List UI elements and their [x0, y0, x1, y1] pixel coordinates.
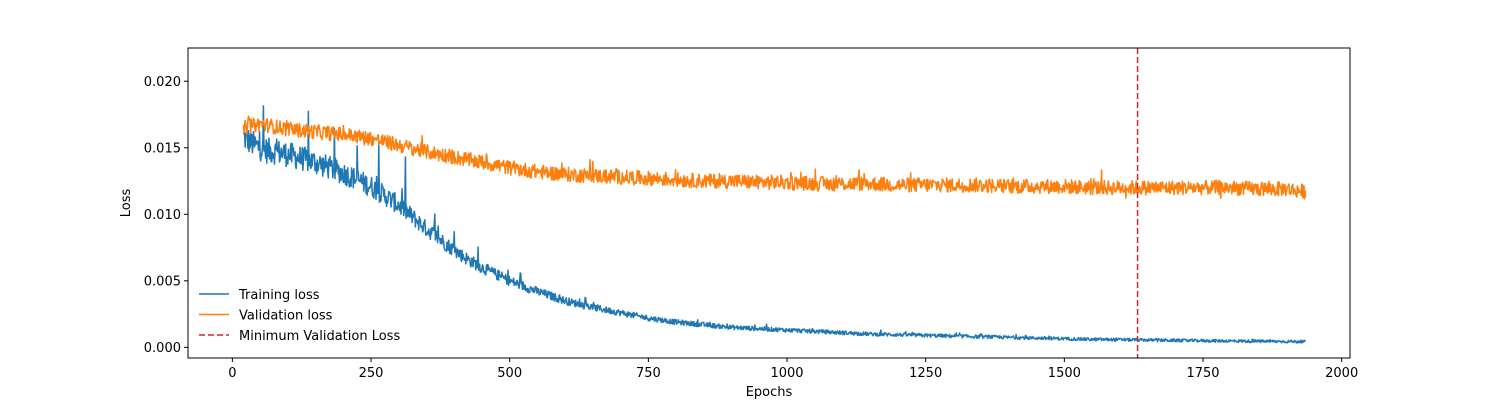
y-axis-title: Loss: [119, 189, 134, 218]
x-axis-ticks: 0 250 500 750 1000 1250 1500 1750 2000: [228, 358, 1358, 381]
x-tick-label: 1250: [909, 366, 942, 381]
x-tick-label: 0: [228, 366, 236, 381]
x-tick-label: 1500: [1048, 366, 1081, 381]
y-tick-label: 0.005: [144, 274, 181, 289]
x-tick-label: 2000: [1325, 366, 1358, 381]
legend-label-min-val-loss: Minimum Validation Loss: [239, 329, 400, 344]
x-tick-label: 1750: [1186, 366, 1219, 381]
validation-loss-line: [242, 115, 1307, 200]
x-tick-label: 750: [636, 366, 661, 381]
y-tick-label: 0.000: [144, 341, 181, 356]
plot-frame: [187, 47, 1351, 359]
y-tick-label: 0.010: [144, 208, 181, 223]
x-tick-label: 250: [359, 366, 384, 381]
legend: Training loss Validation loss Minimum Va…: [199, 288, 400, 344]
legend-label-validation: Validation loss: [239, 309, 333, 324]
series-layer: [242, 48, 1307, 358]
x-axis-title: Epochs: [746, 385, 793, 400]
y-axis-ticks: 0.000 0.005 0.010 0.015 0.020: [144, 75, 188, 356]
x-tick-label: 500: [497, 366, 522, 381]
legend-label-training: Training loss: [238, 288, 320, 303]
x-tick-label: 1000: [770, 366, 803, 381]
training-loss-line: [242, 105, 1306, 344]
y-tick-label: 0.015: [144, 141, 181, 156]
y-tick-label: 0.020: [144, 75, 181, 90]
